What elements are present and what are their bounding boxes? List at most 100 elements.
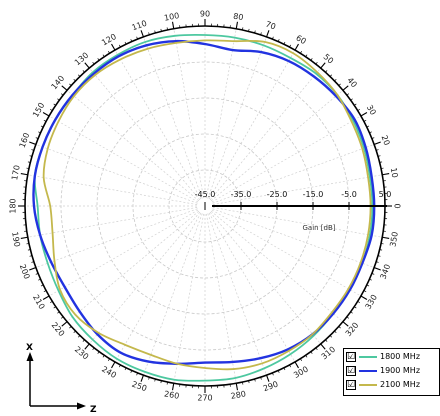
series-line-2100-mhz bbox=[42, 39, 372, 371]
ring-tick bbox=[260, 377, 262, 380]
legend-label: 2100 MHz bbox=[380, 380, 421, 389]
radial-axis: -45.0 -35.0 -25.0 -15.0 -5.0 5.0 Gain [dB] bbox=[195, 190, 392, 232]
ring-tick bbox=[254, 30, 256, 34]
ring-tick bbox=[73, 330, 76, 334]
ring-tick bbox=[20, 236, 28, 240]
ring-tick bbox=[160, 380, 162, 384]
grid-spoke bbox=[66, 210, 200, 322]
grid-spoke bbox=[89, 67, 201, 201]
angle-tick-label: 310 bbox=[320, 345, 337, 362]
angle-tick-label: 80 bbox=[233, 12, 245, 23]
ring-tick bbox=[235, 383, 239, 391]
ring-tick bbox=[242, 381, 244, 385]
ring-tick bbox=[69, 326, 72, 329]
ring-tick bbox=[289, 364, 291, 368]
checkbox-checked-icon[interactable]: ☑ bbox=[346, 365, 356, 376]
ring-tick bbox=[84, 343, 90, 350]
grid-spoke bbox=[143, 36, 203, 199]
grid-spoke bbox=[48, 115, 199, 203]
ring-tick bbox=[31, 261, 34, 263]
ring-tick bbox=[27, 249, 31, 251]
grid-spoke bbox=[211, 209, 362, 297]
ring-tick bbox=[50, 108, 53, 111]
ring-tick bbox=[38, 278, 41, 281]
angle-tick-label: 250 bbox=[131, 380, 148, 394]
ring-tick bbox=[380, 167, 384, 169]
ring-tick bbox=[382, 172, 390, 176]
legend-item[interactable]: ☑ 1900 MHz bbox=[344, 364, 439, 377]
angle-tick-label: 60 bbox=[294, 33, 307, 46]
ring-tick bbox=[277, 39, 280, 42]
angle-tick-label: 320 bbox=[344, 321, 361, 338]
ring-tick bbox=[171, 21, 175, 29]
ring-tick bbox=[60, 316, 64, 319]
ring-tick bbox=[35, 137, 39, 139]
ring-tick bbox=[272, 36, 274, 40]
radial-tick-label: -15.0 bbox=[303, 190, 324, 199]
ring-tick bbox=[61, 321, 68, 327]
ring-tick bbox=[53, 103, 56, 106]
ring-tick bbox=[289, 44, 291, 48]
ring-tick bbox=[35, 273, 39, 275]
ring-tick bbox=[61, 85, 68, 91]
ring-tick bbox=[77, 335, 81, 338]
ring-tick bbox=[119, 364, 121, 368]
ring-tick bbox=[305, 54, 308, 57]
series-layer bbox=[32, 33, 376, 382]
grid-spoke bbox=[208, 49, 296, 200]
angle-tick-label: 140 bbox=[50, 74, 67, 91]
grid-spoke bbox=[207, 36, 267, 199]
grid-spoke bbox=[143, 213, 203, 376]
legend-item[interactable]: ☑ 1800 MHz bbox=[344, 350, 439, 363]
grid-spoke bbox=[212, 174, 383, 205]
ring-tick bbox=[40, 284, 44, 287]
ring-tick bbox=[354, 306, 357, 309]
checkbox-checked-icon[interactable]: ☑ bbox=[346, 351, 356, 362]
ring-tick bbox=[84, 62, 90, 69]
triad-x-label: X bbox=[26, 343, 33, 353]
angle-tick-label: 350 bbox=[388, 231, 400, 248]
grid-spoke bbox=[210, 210, 344, 322]
angle-tick-label: 70 bbox=[264, 20, 277, 32]
radial-tick-label: 5.0 bbox=[379, 190, 392, 199]
ring-tick bbox=[171, 383, 175, 391]
ring-tick bbox=[154, 378, 156, 382]
ring-tick bbox=[97, 58, 100, 61]
ring-tick bbox=[350, 311, 353, 314]
angle-tick-label: 100 bbox=[163, 11, 180, 23]
ring-tick bbox=[235, 21, 239, 29]
ring-tick bbox=[363, 290, 367, 292]
ring-tick bbox=[350, 98, 353, 101]
grid-spoke bbox=[35, 144, 198, 204]
ring-tick bbox=[53, 306, 56, 309]
ring-tick bbox=[107, 51, 110, 54]
ring-tick bbox=[320, 343, 326, 350]
triad-z-arrow bbox=[77, 402, 86, 410]
angle-tick-label: 130 bbox=[73, 51, 90, 68]
radial-tick-label: -5.0 bbox=[341, 190, 357, 199]
legend-item[interactable]: ☑ 2100 MHz bbox=[344, 378, 439, 391]
checkbox-checked-icon[interactable]: ☑ bbox=[346, 379, 356, 390]
ring-tick bbox=[310, 58, 313, 61]
ring-tick bbox=[360, 295, 368, 300]
ring-tick bbox=[50, 301, 53, 304]
angle-tick-label: 230 bbox=[73, 345, 90, 362]
legend-swatch bbox=[359, 383, 377, 386]
ring-tick bbox=[43, 120, 47, 122]
ring-tick bbox=[136, 36, 138, 40]
angle-tick-label: 240 bbox=[100, 365, 118, 380]
radial-tick-label: -25.0 bbox=[267, 190, 288, 199]
ring-tick bbox=[320, 62, 326, 69]
ring-tick bbox=[346, 93, 350, 96]
ring-tick bbox=[357, 301, 360, 304]
legend-swatch bbox=[359, 369, 377, 372]
ring-tick bbox=[57, 311, 60, 314]
ring-tick bbox=[360, 112, 368, 117]
ring-tick bbox=[29, 267, 37, 271]
angle-tick-label: 340 bbox=[379, 263, 393, 280]
ring-tick bbox=[27, 161, 31, 163]
ring-tick bbox=[26, 243, 30, 245]
ring-tick bbox=[124, 41, 127, 45]
ring-tick bbox=[277, 370, 280, 373]
